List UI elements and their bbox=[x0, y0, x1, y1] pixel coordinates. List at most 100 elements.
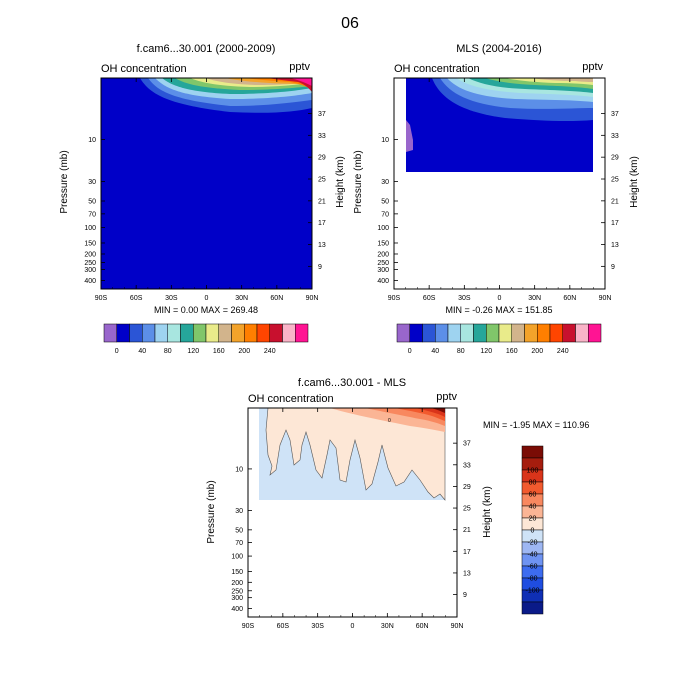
colorbar-swatch bbox=[511, 323, 525, 343]
colorbar-swatch bbox=[193, 323, 207, 343]
panel-diff-left-string: OH concentration bbox=[248, 393, 334, 405]
colorbar-swatch bbox=[447, 323, 461, 343]
y-tick-label: 250 bbox=[377, 260, 389, 267]
y-right-tick-label: 37 bbox=[463, 441, 471, 448]
colorbar-label: 40 bbox=[529, 504, 537, 511]
panel-mls-title: MLS (2004-2016) bbox=[456, 43, 542, 55]
colorbar-swatch bbox=[295, 323, 309, 343]
colorbar-label: 200 bbox=[531, 348, 543, 355]
colorbar-swatch bbox=[588, 323, 602, 343]
y-tick-label: 50 bbox=[88, 199, 96, 206]
colorbar-label: 60 bbox=[529, 492, 537, 499]
y-tick-label: 100 bbox=[231, 554, 243, 561]
field-band-0 bbox=[101, 78, 312, 289]
x-tick-label: 30N bbox=[381, 623, 394, 630]
panel-mls-ylabel: Pressure (mb) bbox=[353, 150, 364, 213]
colorbar-label: 0 bbox=[115, 348, 119, 355]
colorbar-label: 200 bbox=[238, 348, 250, 355]
colorbar-label: -100 bbox=[525, 588, 539, 595]
colorbar-swatch bbox=[549, 323, 563, 343]
panel-diff-colorbar: 100 80 60 40 20 0 -20 -40 -60 -80 -100 bbox=[521, 445, 544, 615]
y-right-tick-label: 17 bbox=[463, 549, 471, 556]
field-band-10 bbox=[268, 78, 312, 92]
field-band-11 bbox=[290, 78, 312, 86]
y-tick-label: 100 bbox=[84, 225, 96, 232]
panel-diff-ylabel: Pressure (mb) bbox=[206, 480, 217, 543]
colorbar-swatch bbox=[396, 323, 410, 343]
y-tick-label: 150 bbox=[231, 569, 243, 576]
y-tick-label: 200 bbox=[231, 580, 243, 587]
x-tick-label: 60N bbox=[416, 623, 429, 630]
y-tick-label: 200 bbox=[84, 251, 96, 258]
x-tick-label: 60N bbox=[270, 295, 283, 302]
x-tick-label: 30S bbox=[165, 295, 178, 302]
colorbar-swatch bbox=[521, 601, 544, 615]
x-tick-label: 90S bbox=[95, 295, 108, 302]
colorbar-swatch bbox=[269, 323, 283, 343]
x-tick-label: 0 bbox=[351, 623, 355, 630]
y-right-tick-label: 25 bbox=[611, 177, 619, 184]
y-right-tick-label: 9 bbox=[463, 592, 467, 599]
panel-model-field bbox=[101, 78, 312, 289]
panel-diff-stats: MIN = -1.95 MAX = 110.96 bbox=[483, 420, 589, 430]
colorbar-label: 160 bbox=[506, 348, 518, 355]
colorbar-swatch bbox=[562, 323, 576, 343]
x-tick-label: 30S bbox=[458, 295, 471, 302]
panel-mls-stats: MIN = -0.26 MAX = 151.85 bbox=[445, 305, 552, 315]
panel-model: f.cam6...30.001 (2000-2009) OH concentra… bbox=[59, 43, 346, 355]
panel-diff-xticks: 90S 60S 30S 0 30N 60N 90N103050701001502002503… bbox=[231, 408, 471, 630]
y-right-tick-label: 13 bbox=[611, 242, 619, 249]
colorbar-label: 0 bbox=[408, 348, 412, 355]
colorbar-swatch bbox=[521, 445, 544, 459]
colorbar-swatch bbox=[218, 323, 232, 343]
colorbar-swatch bbox=[409, 323, 423, 343]
mls-band-8 bbox=[530, 78, 593, 82]
x-tick-label: 30N bbox=[528, 295, 541, 302]
panel-model-right-string: pptv bbox=[289, 61, 310, 73]
panel-diff-title: f.cam6...30.001 - MLS bbox=[298, 377, 406, 389]
panel-mls-xticks: 90S 60S 30S 0 30N 60N 90N103050701001502002503… bbox=[377, 78, 619, 302]
panel-model-title: f.cam6...30.001 (2000-2009) bbox=[137, 43, 276, 55]
y-right-tick-label: 25 bbox=[463, 506, 471, 513]
colorbar-swatch bbox=[422, 323, 436, 343]
y-right-tick-label: 29 bbox=[611, 155, 619, 162]
colorbar-swatch bbox=[231, 323, 245, 343]
y-tick-label: 100 bbox=[377, 225, 389, 232]
y-right-tick-label: 33 bbox=[611, 133, 619, 140]
panel-mls-left-string: OH concentration bbox=[394, 63, 480, 75]
mls-band-neg bbox=[406, 120, 413, 152]
y-right-tick-label: 13 bbox=[463, 570, 471, 577]
colorbar-swatch bbox=[103, 323, 117, 343]
y-tick-label: 70 bbox=[88, 211, 96, 218]
x-tick-label: 90N bbox=[306, 295, 319, 302]
panel-mls-field bbox=[406, 78, 593, 172]
colorbar-label: -80 bbox=[527, 576, 537, 583]
y-right-tick-label: 29 bbox=[463, 484, 471, 491]
colorbar-swatch bbox=[142, 323, 156, 343]
x-tick-label: 60S bbox=[130, 295, 143, 302]
diff-band-100 bbox=[430, 408, 445, 413]
panel-model-ylabel-right: Height (km) bbox=[335, 156, 346, 208]
y-tick-label: 30 bbox=[88, 179, 96, 186]
panel-model-colorbar: 0 40 80 120 160 200 240 bbox=[103, 323, 309, 355]
x-tick-label: 90N bbox=[451, 623, 464, 630]
panel-diff-field: 0 bbox=[259, 407, 446, 501]
x-tick-label: 30N bbox=[235, 295, 248, 302]
colorbar-swatch bbox=[435, 323, 449, 343]
y-right-tick-label: 17 bbox=[318, 220, 326, 227]
colorbar-label: 80 bbox=[529, 480, 537, 487]
y-tick-label: 10 bbox=[235, 466, 243, 473]
panel-model-ylabel: Pressure (mb) bbox=[59, 150, 70, 213]
colorbar-label: 40 bbox=[138, 348, 146, 355]
panel-diff-right-string: pptv bbox=[436, 391, 457, 403]
panel-diff-ylabel-right: Height (km) bbox=[482, 486, 493, 538]
colorbar-label: 100 bbox=[527, 468, 539, 475]
colorbar-label: -60 bbox=[527, 564, 537, 571]
colorbar-swatch bbox=[537, 323, 551, 343]
colorbar-label: 240 bbox=[264, 348, 276, 355]
y-tick-label: 50 bbox=[235, 527, 243, 534]
colorbar-swatch bbox=[244, 323, 258, 343]
colorbar-label: 80 bbox=[457, 348, 465, 355]
panel-model-stats: MIN = 0.00 MAX = 269.48 bbox=[154, 305, 258, 315]
page-title: 06 bbox=[341, 15, 359, 32]
